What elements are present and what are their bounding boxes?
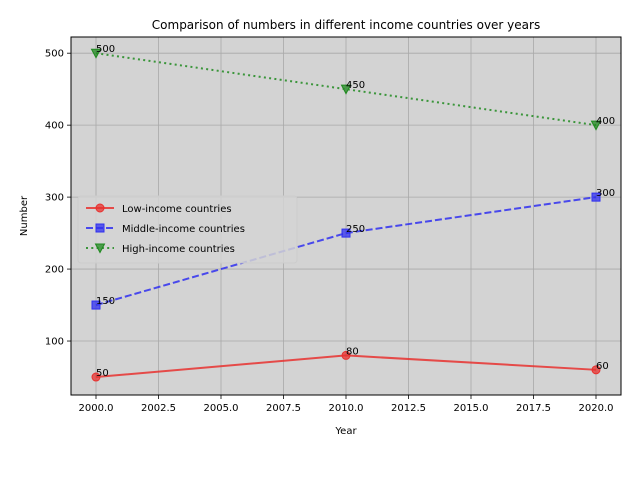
legend-item: High-income countries — [86, 243, 235, 255]
legend-label: Middle-income countries — [122, 224, 245, 235]
legend-item: Low-income countries — [86, 203, 232, 215]
data-point-marker — [591, 192, 601, 202]
x-tick-label: 2005.0 — [204, 403, 239, 414]
y-tick-label: 100 — [45, 337, 64, 348]
series-layer: 50 80 60 150 250 300 500 450 400 — [90, 44, 615, 382]
x-tick-label: 2007.5 — [266, 403, 301, 414]
data-point-marker — [91, 300, 101, 310]
data-point-marker — [340, 84, 352, 95]
data-point-marker — [591, 365, 601, 375]
data-label: 500 — [96, 44, 115, 55]
x-axis: 2000.0 2002.5 2005.0 2007.5 2010.0 2012.5 2015… — [79, 395, 614, 414]
y-tick-label: 400 — [45, 121, 64, 132]
data-label: 80 — [346, 346, 359, 357]
data-point-marker — [341, 350, 351, 360]
x-tick-label: 2002.5 — [141, 403, 176, 414]
series-1: 50 80 60 — [91, 346, 609, 382]
x-tick-label: 2000.0 — [79, 403, 114, 414]
legend-item: Middle-income countries — [86, 223, 245, 235]
x-tick-label: 2012.5 — [391, 403, 426, 414]
data-point-marker — [590, 120, 602, 131]
data-point-marker — [90, 48, 102, 59]
legend: Low-income countries Middle-income countr… — [77, 195, 298, 264]
x-tick-label: 2020.0 — [579, 403, 614, 414]
x-tick-label: 2010.0 — [329, 403, 364, 414]
data-point-marker — [95, 203, 105, 213]
y-tick-label: 500 — [45, 49, 64, 60]
x-tick-label: 2015.0 — [454, 403, 489, 414]
y-axis: 100 200 300 400 500 — [45, 49, 71, 348]
series-3: 500 450 400 — [90, 44, 615, 131]
data-point-marker — [91, 372, 101, 382]
y-tick-label: 200 — [45, 265, 64, 276]
data-label: 150 — [96, 296, 115, 307]
data-point-marker — [94, 243, 106, 254]
legend-label: High-income countries — [122, 244, 235, 255]
data-point-marker — [341, 228, 351, 238]
x-axis-label: Year — [334, 426, 357, 437]
data-label: 60 — [596, 361, 609, 372]
data-label: 250 — [346, 224, 365, 235]
series-2: 150 250 300 — [91, 188, 615, 310]
legend-label: Low-income countries — [122, 204, 232, 215]
y-tick-label: 300 — [45, 193, 64, 204]
data-label: 400 — [596, 116, 615, 127]
data-label: 450 — [346, 80, 365, 91]
x-tick-label: 2017.5 — [516, 403, 551, 414]
data-label: 300 — [596, 188, 615, 199]
data-label: 50 — [96, 368, 109, 379]
legend-box — [77, 195, 298, 264]
chart-title: Comparison of numbers in different incom… — [152, 18, 540, 32]
data-point-marker — [95, 223, 105, 233]
y-axis-label: Number — [19, 195, 30, 236]
